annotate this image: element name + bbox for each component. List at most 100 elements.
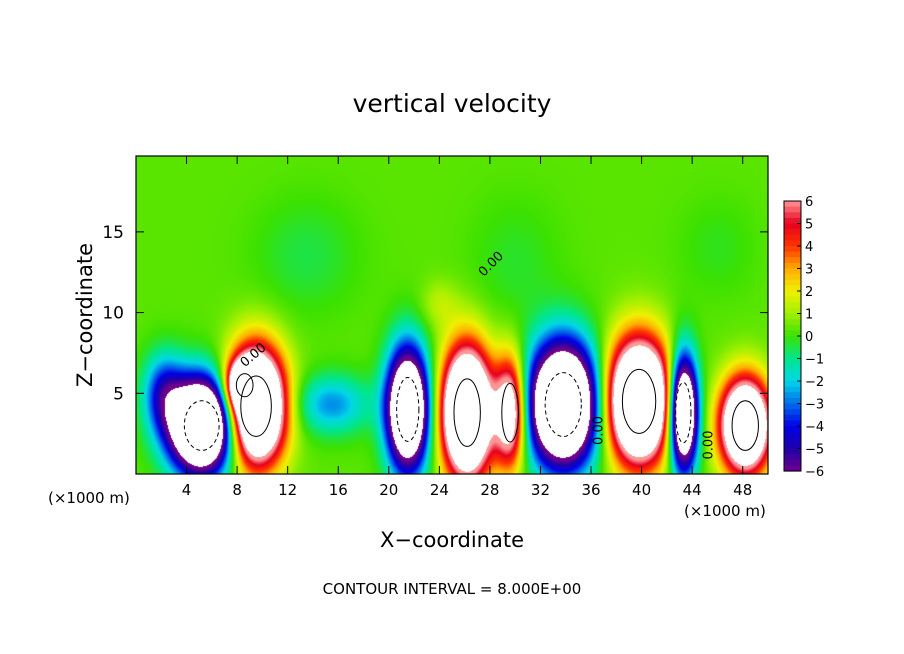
colorbar-segment — [784, 302, 801, 309]
colorbar-segment — [784, 403, 801, 410]
colorbar-segment — [784, 307, 801, 315]
colorbar-segment — [784, 442, 801, 450]
x-unit-left: (×1000 m) — [48, 489, 130, 507]
y-tick-label: 15 — [102, 223, 124, 243]
x-unit-right: (×1000 m) — [684, 502, 766, 520]
colorbar-segment — [784, 341, 801, 348]
x-tick-label: 8 — [232, 481, 242, 499]
colorbar-segment — [784, 206, 801, 213]
plot-frame — [135, 155, 769, 475]
contour-line — [240, 375, 272, 437]
y-tick-label: 5 — [113, 384, 124, 404]
colorbar-segment — [784, 285, 801, 292]
colorbar-segment — [784, 392, 801, 399]
x-tick-label: 24 — [430, 481, 449, 499]
colorbar-tick-label: −5 — [805, 443, 824, 458]
colorbar: 6 5 4 3 2 1 0 −1 −2 −3 −4 −5 −6 — [783, 195, 824, 480]
colorbar-segment — [784, 257, 801, 264]
colorbar-segment — [784, 375, 801, 382]
colorbar-tick-label: 4 — [805, 240, 813, 255]
colorbar-segment — [784, 324, 801, 331]
colorbar-segment — [784, 414, 801, 421]
colorbar-segment — [784, 465, 801, 472]
colorbar-segment — [784, 296, 801, 303]
y-axis-ticks: 5 10 15 — [102, 223, 768, 404]
colorbar-segment — [784, 431, 801, 438]
colorbar-tick-label: 0 — [805, 330, 813, 345]
colorbar-segment — [784, 240, 801, 247]
x-tick-label: 44 — [683, 481, 702, 499]
contour-line — [675, 381, 692, 444]
colorbar-segment — [784, 279, 801, 286]
colorbar-segment — [784, 234, 801, 241]
colorbar-segment — [784, 448, 801, 455]
contour-label: 0.00 — [591, 416, 606, 445]
colorbar-tick-label: 1 — [805, 308, 813, 323]
colorbar-segment — [784, 262, 801, 270]
colorbar-tick-label: 2 — [805, 285, 813, 300]
colorbar-segment — [784, 459, 801, 466]
colorbar-segment — [784, 291, 801, 298]
colorbar-segment — [784, 319, 801, 326]
colorbar-tick-label: −4 — [805, 420, 824, 435]
colorbar-segment — [784, 409, 801, 416]
x-tick-label: 28 — [480, 481, 499, 499]
colorbar-segment — [784, 217, 801, 225]
x-tick-label: 32 — [531, 481, 550, 499]
colorbar-segment — [784, 251, 801, 258]
colorbar-segment — [784, 330, 801, 337]
x-tick-label: 20 — [379, 481, 398, 499]
x-tick-label: 16 — [329, 481, 348, 499]
colorbar-segment — [784, 229, 801, 236]
colorbar-segment — [784, 352, 801, 360]
colorbar-segment — [784, 381, 801, 388]
x-tick-label: 40 — [632, 481, 651, 499]
contour-label: 0.00 — [701, 431, 716, 460]
colorbar-tick-label: 3 — [805, 263, 813, 278]
x-tick-label: 12 — [278, 481, 297, 499]
contour-line — [501, 382, 519, 443]
colorbar-segment — [784, 223, 801, 230]
colorbar-segment — [784, 201, 801, 208]
colorbar-segment — [784, 347, 801, 354]
contour-line — [621, 368, 657, 434]
contour-interval-note: CONTOUR INTERVAL = 8.000E+00 — [323, 580, 582, 598]
chart-title: vertical velocity — [353, 89, 552, 118]
colorbar-segment — [784, 454, 801, 461]
x-axis-ticks: 4 8 12 16 20 24 28 32 36 40 44 48 — [182, 156, 752, 499]
colorbar-segment — [784, 212, 801, 219]
colorbar-segment — [784, 313, 801, 320]
contour-line — [235, 373, 254, 398]
colorbar-tick-label: −1 — [805, 353, 824, 368]
colorbar-segment — [784, 268, 801, 275]
colorbar-tick-label: 5 — [805, 218, 813, 233]
contour-line — [731, 400, 759, 451]
colorbar-segment — [784, 426, 801, 433]
y-axis-label: Z−coordinate — [73, 243, 97, 387]
colorbar-segment — [784, 397, 801, 405]
y-tick-label: 10 — [102, 304, 124, 324]
x-tick-label: 48 — [733, 481, 752, 499]
colorbar-segment — [784, 386, 801, 393]
contour-line — [396, 376, 420, 442]
colorbar-segment — [784, 364, 801, 371]
colorbar-tick-label: −2 — [805, 375, 824, 390]
contour-line — [453, 378, 481, 447]
colorbar-segment — [784, 358, 801, 365]
colorbar-tick-label: 6 — [805, 195, 813, 210]
colorbar-segment — [784, 274, 801, 281]
plot-area: 0.000.000.000.00 — [135, 155, 769, 475]
colorbar-segment — [784, 437, 801, 444]
colorbar-tick-label: −3 — [805, 398, 824, 413]
colorbar-segment — [784, 336, 801, 343]
x-axis-label: X−coordinate — [380, 528, 524, 552]
x-tick-label: 4 — [182, 481, 192, 499]
colorbar-segment — [784, 420, 801, 427]
contour-line — [183, 400, 220, 451]
x-tick-label: 36 — [581, 481, 600, 499]
colorbar-segment — [784, 246, 801, 253]
colorbar-tick-label: −6 — [805, 465, 824, 480]
velocity-heatmap — [136, 156, 768, 474]
contour-line — [544, 372, 582, 438]
